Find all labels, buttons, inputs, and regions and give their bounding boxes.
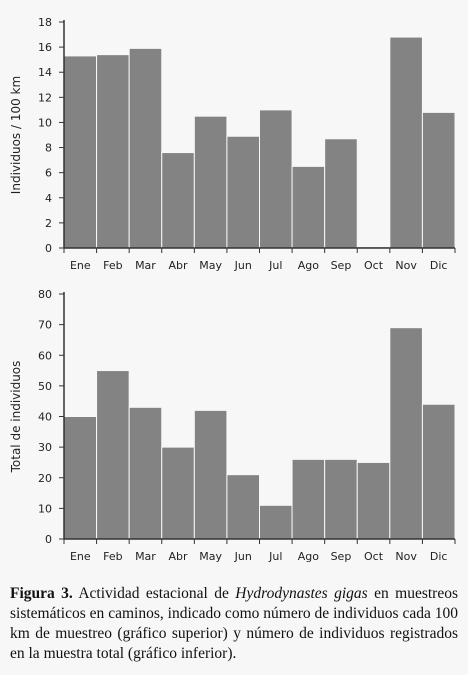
bar-chart1-ene [63, 55, 98, 249]
y-tick-label-chart1: 0 [45, 242, 52, 255]
bar-chart1-jul [259, 109, 293, 249]
y-tick-label-chart2: 40 [38, 411, 52, 424]
bar-chart2-feb [96, 370, 130, 540]
y-tick-label-chart1: 10 [38, 116, 52, 129]
bar-chart2-oct [356, 461, 391, 540]
y-tick-label-chart1: 2 [45, 217, 52, 230]
y-tick-label-chart1: 8 [45, 142, 52, 155]
x-tick-label-chart2: Oct [364, 550, 384, 563]
bar-chart2-nov [389, 327, 423, 540]
x-tick-label-chart2: Ene [70, 550, 91, 563]
y-tick-label-chart2: 0 [45, 533, 52, 546]
y-axis-title-chart2: Total de individuos [9, 361, 23, 474]
x-tick-label-chart2: Nov [395, 550, 417, 563]
bar-chart1-dic [421, 111, 456, 249]
x-tick-label-chart1: Jul [268, 259, 282, 272]
x-tick-label-chart2: Ago [298, 550, 320, 563]
bar-chart2-jun [226, 474, 261, 540]
bar-chart1-mar [128, 47, 163, 249]
x-tick-label-chart2: May [199, 550, 222, 563]
bar-chart1-jun [226, 135, 261, 249]
bar-chart2-ene [63, 416, 98, 540]
x-tick-label-chart1: Ago [298, 259, 320, 272]
y-tick-label-chart2: 70 [38, 319, 52, 332]
y-tick-label-chart1: 6 [45, 167, 52, 180]
x-tick-label-chart1: Oct [364, 259, 384, 272]
x-tick-label-chart1: Dic [430, 259, 448, 272]
x-tick-label-chart1: Feb [103, 259, 122, 272]
bar-chart2-sep [324, 458, 358, 540]
y-tick-label-chart1: 16 [38, 41, 52, 54]
caption-label: Figura 3. [10, 585, 73, 602]
bar-chart1-ago [291, 165, 326, 249]
y-tick-label-chart2: 10 [38, 502, 52, 515]
x-tick-label-chart2: Feb [103, 550, 122, 563]
bar-chart1-abr [161, 152, 195, 249]
bar-chart2-dic [421, 403, 456, 540]
bar-chart2-jul [259, 504, 293, 540]
y-tick-label-chart2: 60 [38, 349, 52, 362]
x-tick-label-chart1: Abr [169, 259, 189, 272]
x-tick-label-chart2: Sep [331, 550, 352, 563]
bar-chart1-feb [96, 54, 130, 249]
y-tick-label-chart2: 20 [38, 472, 52, 485]
x-tick-label-chart2: Dic [430, 550, 448, 563]
figure-caption: Figura 3. Actividad estacional de Hydrod… [10, 584, 458, 664]
y-tick-label-chart1: 14 [38, 66, 52, 79]
x-tick-label-chart2: Jul [268, 550, 282, 563]
y-tick-label-chart1: 18 [38, 16, 52, 29]
x-tick-label-chart1: Nov [395, 259, 417, 272]
x-tick-label-chart2: Mar [135, 550, 156, 563]
y-tick-label-chart1: 12 [38, 91, 52, 104]
bar-chart1-nov [389, 36, 423, 249]
x-tick-label-chart1: Ene [70, 259, 91, 272]
bar-chart2-ago [291, 458, 326, 540]
x-tick-label-chart1: May [199, 259, 222, 272]
figure: 0 2 4 6 8 10 12 14 16 18 Ene Feb Mar Abr May Jun Jul Ago S… [9, 16, 456, 563]
bar-chart2-may [193, 409, 228, 540]
y-tick-label-chart2: 50 [38, 380, 52, 393]
bar-charts: 0 2 4 6 8 10 12 14 16 18 Ene Feb Mar Abr May Jun Jul Ago S… [9, 16, 456, 563]
bar-chart1-may [193, 115, 228, 249]
caption-text-before: Actividad estacional de [72, 585, 236, 602]
y-tick-label-chart2: 80 [38, 288, 52, 301]
x-tick-label-chart2: Jun [234, 550, 252, 563]
x-tick-label-chart2: Abr [169, 550, 189, 563]
y-tick-label-chart1: 4 [45, 192, 52, 205]
bar-chart1-sep [324, 138, 358, 249]
bar-chart2-mar [128, 406, 163, 540]
y-axis-title-chart1: Individuos / 100 km [9, 76, 23, 194]
caption-text-after: en muestreos sistemáticos en caminos, in… [10, 585, 458, 662]
x-tick-label-chart1: Mar [135, 259, 156, 272]
caption-species: Hydrodynastes gigas [235, 585, 368, 602]
y-tick-label-chart2: 30 [38, 441, 52, 454]
x-tick-label-chart1: Sep [331, 259, 352, 272]
x-tick-label-chart1: Jun [234, 259, 252, 272]
bar-chart2-abr [161, 446, 195, 540]
